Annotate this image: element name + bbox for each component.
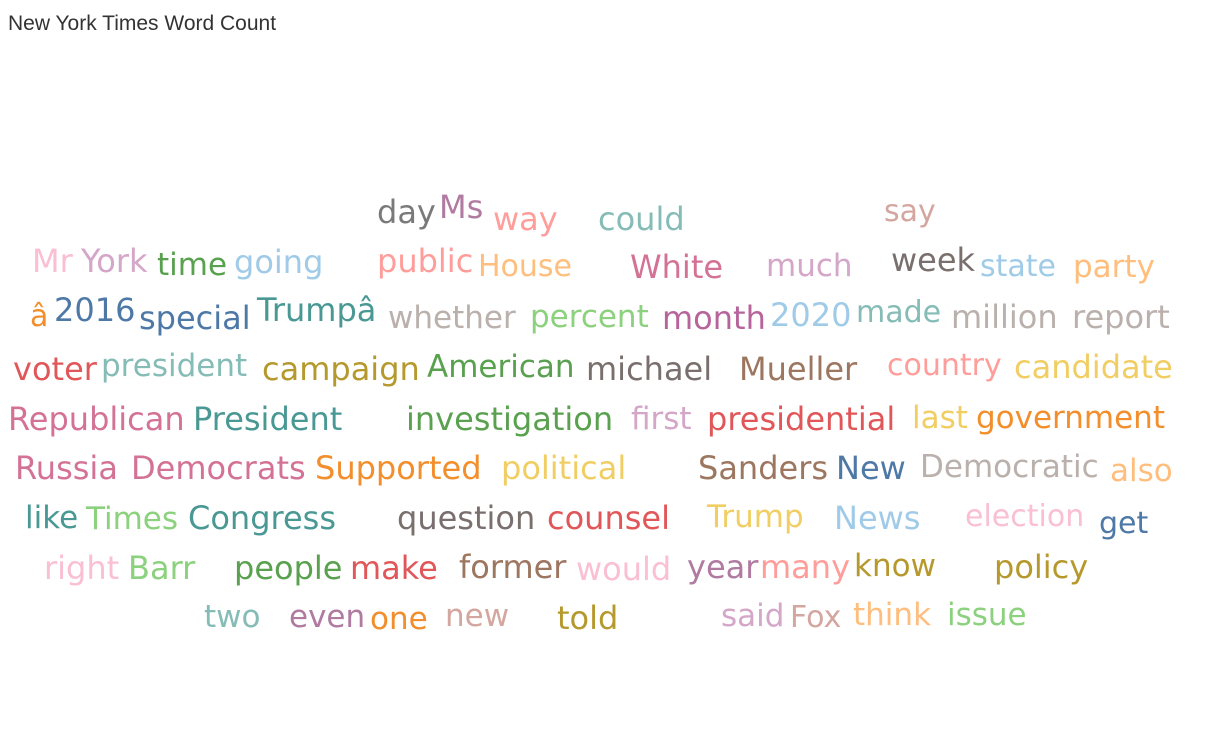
- word-21: percent: [530, 299, 649, 335]
- word-2: way: [493, 200, 558, 238]
- word-47: New: [836, 449, 906, 487]
- word-71: one: [370, 601, 428, 637]
- word-61: people: [234, 549, 343, 587]
- word-77: issue: [947, 597, 1027, 633]
- word-56: News: [834, 499, 921, 537]
- word-39: presidential: [707, 400, 896, 438]
- word-6: York: [81, 242, 148, 280]
- word-25: million: [951, 298, 1058, 336]
- word-44: Supported: [315, 449, 482, 487]
- word-48: Democratic: [920, 449, 1099, 485]
- word-31: michael: [586, 350, 713, 388]
- word-10: House: [478, 249, 573, 284]
- word-24: made: [856, 295, 942, 330]
- word-66: many: [760, 548, 850, 586]
- word-76: think: [853, 597, 932, 633]
- word-14: state: [980, 249, 1056, 284]
- word-23: 2020: [770, 296, 852, 334]
- word-45: political: [501, 449, 627, 487]
- word-52: Congress: [188, 499, 336, 537]
- word-7: time: [157, 247, 228, 283]
- word-70: even: [289, 599, 366, 635]
- word-51: Times: [86, 501, 179, 537]
- word-42: Russia: [15, 449, 118, 487]
- word-74: said: [721, 598, 785, 634]
- word-69: two: [204, 599, 261, 635]
- word-17: 2016: [54, 291, 136, 329]
- word-13: week: [891, 241, 976, 279]
- word-41: government: [976, 400, 1165, 436]
- word-12: much: [766, 248, 853, 284]
- word-4: say: [884, 194, 936, 229]
- word-33: country: [887, 348, 1002, 383]
- word-1: Ms: [439, 188, 484, 226]
- word-54: counsel: [547, 499, 670, 537]
- word-58: get: [1099, 506, 1149, 541]
- word-26: report: [1072, 298, 1170, 336]
- word-8: going: [234, 243, 324, 281]
- word-35: Republican: [8, 400, 185, 438]
- word-15: party: [1073, 249, 1155, 285]
- word-19: Trumpâ: [257, 291, 377, 329]
- word-9: public: [377, 242, 474, 280]
- word-46: Sanders: [698, 449, 829, 487]
- word-30: American: [427, 349, 575, 385]
- word-22: month: [662, 299, 766, 337]
- word-11: White: [630, 248, 724, 286]
- word-72: new: [445, 598, 510, 634]
- word-65: year: [687, 548, 759, 586]
- word-32: Mueller: [739, 350, 858, 388]
- word-37: investigation: [406, 400, 614, 438]
- word-68: policy: [994, 548, 1089, 586]
- word-53: question: [397, 499, 536, 537]
- word-20: whether: [388, 300, 516, 336]
- word-40: last: [912, 400, 968, 436]
- word-60: Barr: [128, 549, 196, 587]
- word-3: could: [598, 200, 685, 238]
- word-0: day: [377, 193, 436, 231]
- word-43: Democrats: [131, 449, 306, 487]
- word-36: President: [193, 400, 343, 438]
- word-18: special: [139, 299, 251, 337]
- word-50: like: [25, 500, 79, 536]
- word-34: candidate: [1014, 348, 1173, 386]
- word-75: Fox: [790, 600, 842, 635]
- word-27: voter: [13, 350, 97, 388]
- word-5: Mr: [32, 242, 73, 280]
- word-63: former: [459, 548, 567, 586]
- word-49: also: [1110, 453, 1173, 489]
- word-64: would: [576, 550, 672, 588]
- word-55: Trump: [707, 499, 804, 535]
- word-62: make: [350, 549, 438, 587]
- word-59: right: [44, 549, 120, 587]
- word-29: campaign: [262, 350, 420, 388]
- word-73: told: [557, 599, 619, 637]
- word-67: know: [854, 548, 936, 584]
- word-28: president: [101, 348, 248, 384]
- word-38: first: [631, 401, 692, 437]
- chart-title: New York Times Word Count: [8, 12, 277, 35]
- word-16: â: [30, 299, 49, 334]
- word-57: election: [965, 499, 1085, 534]
